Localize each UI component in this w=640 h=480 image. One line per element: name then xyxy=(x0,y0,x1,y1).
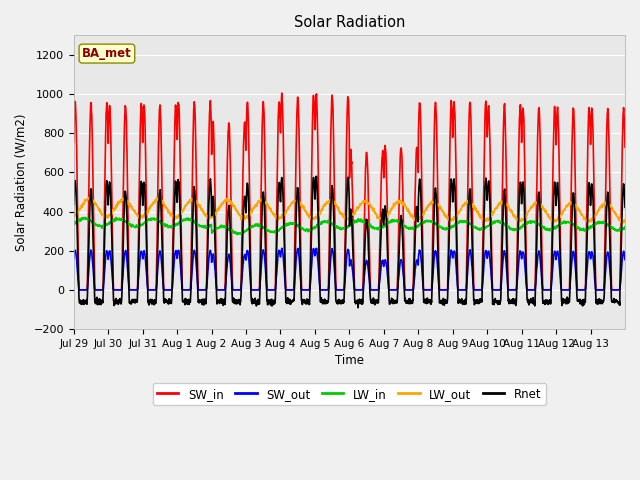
Legend: SW_in, SW_out, LW_in, LW_out, Rnet: SW_in, SW_out, LW_in, LW_out, Rnet xyxy=(152,383,547,405)
Y-axis label: Solar Radiation (W/m2): Solar Radiation (W/m2) xyxy=(15,113,28,251)
Text: BA_met: BA_met xyxy=(82,47,132,60)
X-axis label: Time: Time xyxy=(335,354,364,367)
Title: Solar Radiation: Solar Radiation xyxy=(294,15,405,30)
